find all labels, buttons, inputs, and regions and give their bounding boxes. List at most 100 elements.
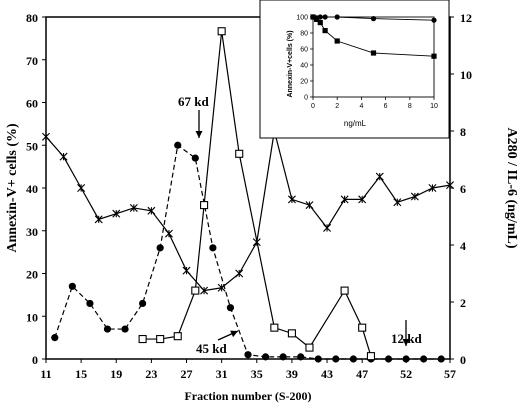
series-2-point bbox=[182, 266, 191, 275]
series-2-point bbox=[147, 206, 156, 215]
series-2-point bbox=[77, 184, 86, 192]
series-2-point bbox=[305, 201, 314, 210]
annotation-67kd: 67 kd bbox=[178, 94, 209, 109]
main-plot-layer: 11 15 19 23 27 31 35 39 43 47 52 570102030405060708… bbox=[26, 11, 472, 381]
series-2-point bbox=[393, 198, 402, 207]
inset-y-tick-label: 100 bbox=[296, 15, 308, 22]
inset-x-tick-label: 6 bbox=[384, 103, 388, 110]
series-0-point bbox=[261, 353, 270, 361]
annotation-12kd-arrow-head bbox=[402, 339, 410, 346]
series-2-point bbox=[410, 192, 419, 201]
series-1-point bbox=[138, 334, 147, 344]
inset-series-1-point bbox=[322, 28, 328, 34]
series-0-point bbox=[86, 299, 94, 308]
inset-y-tick-label: 0 bbox=[304, 95, 308, 102]
inset-y-tick-label: 40 bbox=[300, 63, 308, 70]
x-tick-label: 27 bbox=[181, 367, 193, 381]
inset-x-tick-label: 0 bbox=[311, 103, 315, 110]
series-1-point bbox=[358, 323, 367, 332]
inset-series-0-point bbox=[370, 16, 377, 22]
x-tick-label: 52 bbox=[400, 367, 412, 381]
series-0-point bbox=[156, 244, 164, 252]
series-1-point bbox=[235, 149, 244, 158]
series-2-point bbox=[428, 184, 437, 192]
series-1-point bbox=[340, 286, 349, 295]
x-tick-label: 57 bbox=[444, 367, 456, 381]
series-2-point bbox=[375, 172, 384, 181]
inset-y-tick-label: 60 bbox=[300, 47, 308, 54]
series-0-point bbox=[209, 244, 217, 252]
x-tick-label: 31 bbox=[216, 367, 228, 381]
series-2-point bbox=[200, 286, 209, 295]
inset-y-tick-label: 20 bbox=[300, 79, 308, 86]
series-0-point bbox=[384, 355, 393, 363]
y-right-tick-label: 4 bbox=[460, 239, 466, 253]
x-axis-title: Fraction number (S-200) bbox=[184, 389, 311, 403]
inset-series-1-point bbox=[431, 53, 437, 59]
series-2-point bbox=[59, 152, 68, 161]
y-left-tick-label: 0 bbox=[32, 353, 38, 367]
x-tick-label: 15 bbox=[75, 367, 87, 381]
inset-series-0-point bbox=[334, 14, 340, 20]
annotation-12kd: 12 kd bbox=[391, 331, 422, 346]
series-2-point bbox=[340, 195, 349, 204]
series-1-point bbox=[191, 286, 200, 295]
series-0-point bbox=[191, 154, 199, 162]
series-0-point bbox=[174, 141, 182, 149]
y-axis-right-title: A280 / IL-6 (ng/mL) bbox=[504, 128, 519, 249]
inset-series-1-point bbox=[334, 38, 340, 44]
series-2-point bbox=[42, 132, 50, 141]
series-2-point bbox=[94, 215, 103, 224]
x-tick-label: 47 bbox=[356, 367, 368, 381]
y-left-tick-label: 40 bbox=[26, 182, 38, 196]
series-0-point bbox=[402, 355, 410, 363]
y-left-tick-label: 10 bbox=[26, 310, 38, 324]
series-0-point bbox=[139, 299, 147, 308]
series-2-point bbox=[446, 181, 454, 190]
series-2-point bbox=[164, 229, 173, 238]
series-0-line bbox=[54, 144, 442, 360]
y-right-tick-label: 10 bbox=[460, 68, 472, 82]
series-0-point bbox=[68, 282, 76, 290]
annotation-45kd-arrow-head bbox=[230, 330, 238, 338]
inset-y-tick-label: 80 bbox=[300, 31, 308, 38]
y-right-tick-label: 12 bbox=[460, 11, 472, 25]
inset-series-1-point bbox=[314, 16, 320, 22]
series-0-point bbox=[244, 351, 252, 359]
x-tick-label: 11 bbox=[40, 367, 51, 381]
series-0-point bbox=[279, 353, 287, 361]
inset-series-1-point bbox=[317, 20, 323, 26]
annotation-45kd: 45 kd bbox=[196, 341, 227, 356]
series-2-point bbox=[287, 195, 296, 204]
annotation-67kd-arrow-head bbox=[195, 131, 203, 138]
series-1-point bbox=[217, 27, 226, 36]
series-0-point bbox=[349, 355, 357, 363]
series-0-point bbox=[332, 355, 340, 363]
series-0-point bbox=[226, 304, 235, 312]
series-0-point bbox=[103, 325, 112, 333]
series-0-point bbox=[420, 355, 428, 363]
series-2-point bbox=[129, 203, 138, 212]
series-1-point bbox=[156, 334, 165, 344]
inset-series-0-point bbox=[322, 14, 328, 20]
inset-x-tick-label: 10 bbox=[430, 103, 438, 110]
inset-series-1-point bbox=[310, 14, 316, 20]
inset-frame bbox=[259, 0, 450, 139]
x-tick-label: 43 bbox=[321, 367, 333, 381]
y-axis-left-title: Annexin-V+ cells (%) bbox=[5, 123, 20, 253]
inset-x-tick-label: 8 bbox=[408, 103, 412, 110]
series-1-point bbox=[173, 332, 182, 341]
x-tick-label: 19 bbox=[110, 367, 122, 381]
x-tick-label: 35 bbox=[251, 367, 263, 381]
series-2-point bbox=[217, 283, 226, 292]
y-left-tick-label: 70 bbox=[26, 54, 38, 68]
series-1-point bbox=[366, 352, 376, 361]
y-left-tick-label: 30 bbox=[26, 225, 38, 239]
series-0-point bbox=[437, 355, 445, 363]
y-right-tick-label: 0 bbox=[460, 353, 466, 367]
series-1-point bbox=[270, 323, 279, 332]
y-left-tick-label: 20 bbox=[26, 268, 38, 282]
inset-series-1-point bbox=[370, 50, 377, 56]
